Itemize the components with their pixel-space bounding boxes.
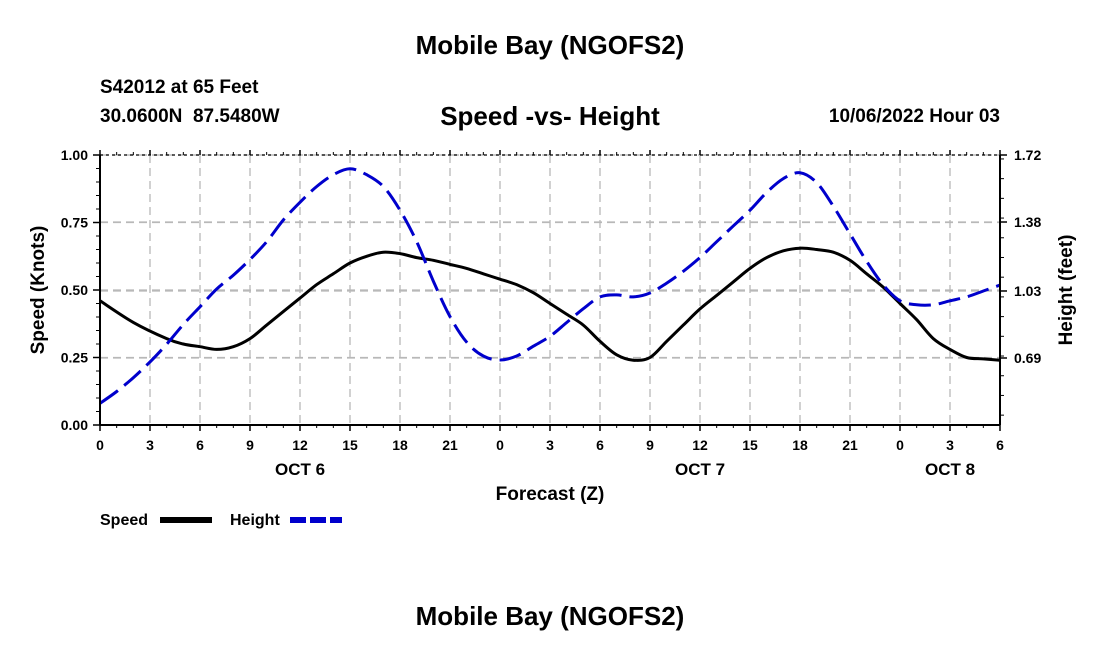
x-tick-label: 21 bbox=[842, 437, 858, 453]
legend: Speed Height bbox=[100, 512, 342, 529]
x-tick-label: 9 bbox=[646, 437, 654, 453]
left-tick-label: 0.50 bbox=[61, 282, 88, 298]
left-tick-label: 1.00 bbox=[61, 147, 88, 163]
chart-title: Speed -vs- Height bbox=[440, 101, 660, 131]
station-line: S42012 at 65 Feet bbox=[100, 77, 259, 98]
x-tick-label: 3 bbox=[546, 437, 554, 453]
x-tick-label: 21 bbox=[442, 437, 458, 453]
grid-lines bbox=[100, 154, 1000, 425]
speed-series-line bbox=[99, 246, 1001, 362]
left-tick-label: 0.75 bbox=[61, 215, 88, 231]
right-tick-label: 0.69 bbox=[1014, 350, 1041, 366]
coords-line: 30.0600N 87.5480W bbox=[100, 106, 280, 127]
x-tick-label: 9 bbox=[246, 437, 254, 453]
x-tick-label: 18 bbox=[792, 437, 808, 453]
top-title: Mobile Bay (NGOFS2) bbox=[415, 30, 685, 60]
x-tick-label: 6 bbox=[596, 437, 604, 453]
legend-height-label: Height bbox=[230, 512, 280, 529]
left-tick-label: 0.25 bbox=[61, 350, 88, 366]
right-axis-title: Height (feet) bbox=[1056, 235, 1077, 346]
speed-height-chart: 0 3 6 9 12 15 18 21 0 3 6 9 12 15 18 21 0 3 6 0.00 0.25 0.50 0… bbox=[28, 147, 1077, 529]
left-axis-title: Speed (Knots) bbox=[28, 226, 49, 355]
axis-labels: 0 3 6 9 12 15 18 21 0 3 6 9 12 15 18 21 0 3 6 0.00 0.25 0.50 0… bbox=[28, 147, 1077, 505]
day-label: OCT 8 bbox=[925, 460, 975, 479]
x-tick-label: 0 bbox=[96, 437, 104, 453]
x-tick-label: 18 bbox=[392, 437, 408, 453]
x-tick-label: 3 bbox=[946, 437, 954, 453]
right-tick-label: 1.72 bbox=[1014, 147, 1041, 163]
left-tick-label: 0.00 bbox=[61, 417, 88, 433]
x-tick-label: 15 bbox=[342, 437, 358, 453]
x-tick-label: 0 bbox=[896, 437, 904, 453]
day-label: OCT 6 bbox=[275, 460, 325, 479]
series-lines bbox=[99, 167, 1001, 405]
x-tick-label: 0 bbox=[496, 437, 504, 453]
x-tick-label: 6 bbox=[196, 437, 204, 453]
day-label: OCT 7 bbox=[675, 460, 725, 479]
right-tick-label: 1.38 bbox=[1014, 214, 1041, 230]
x-tick-label: 12 bbox=[292, 437, 308, 453]
right-tick-label: 1.03 bbox=[1014, 283, 1041, 299]
x-tick-label: 12 bbox=[692, 437, 708, 453]
bottom-title: Mobile Bay (NGOFS2) bbox=[415, 601, 685, 631]
x-tick-label: 15 bbox=[742, 437, 758, 453]
x-axis-title: Forecast (Z) bbox=[496, 484, 605, 505]
x-tick-label: 6 bbox=[996, 437, 1004, 453]
timestamp: 10/06/2022 Hour 03 bbox=[828, 106, 1000, 127]
legend-speed-label: Speed bbox=[100, 512, 148, 529]
axes bbox=[93, 150, 1007, 431]
x-tick-label: 3 bbox=[146, 437, 154, 453]
